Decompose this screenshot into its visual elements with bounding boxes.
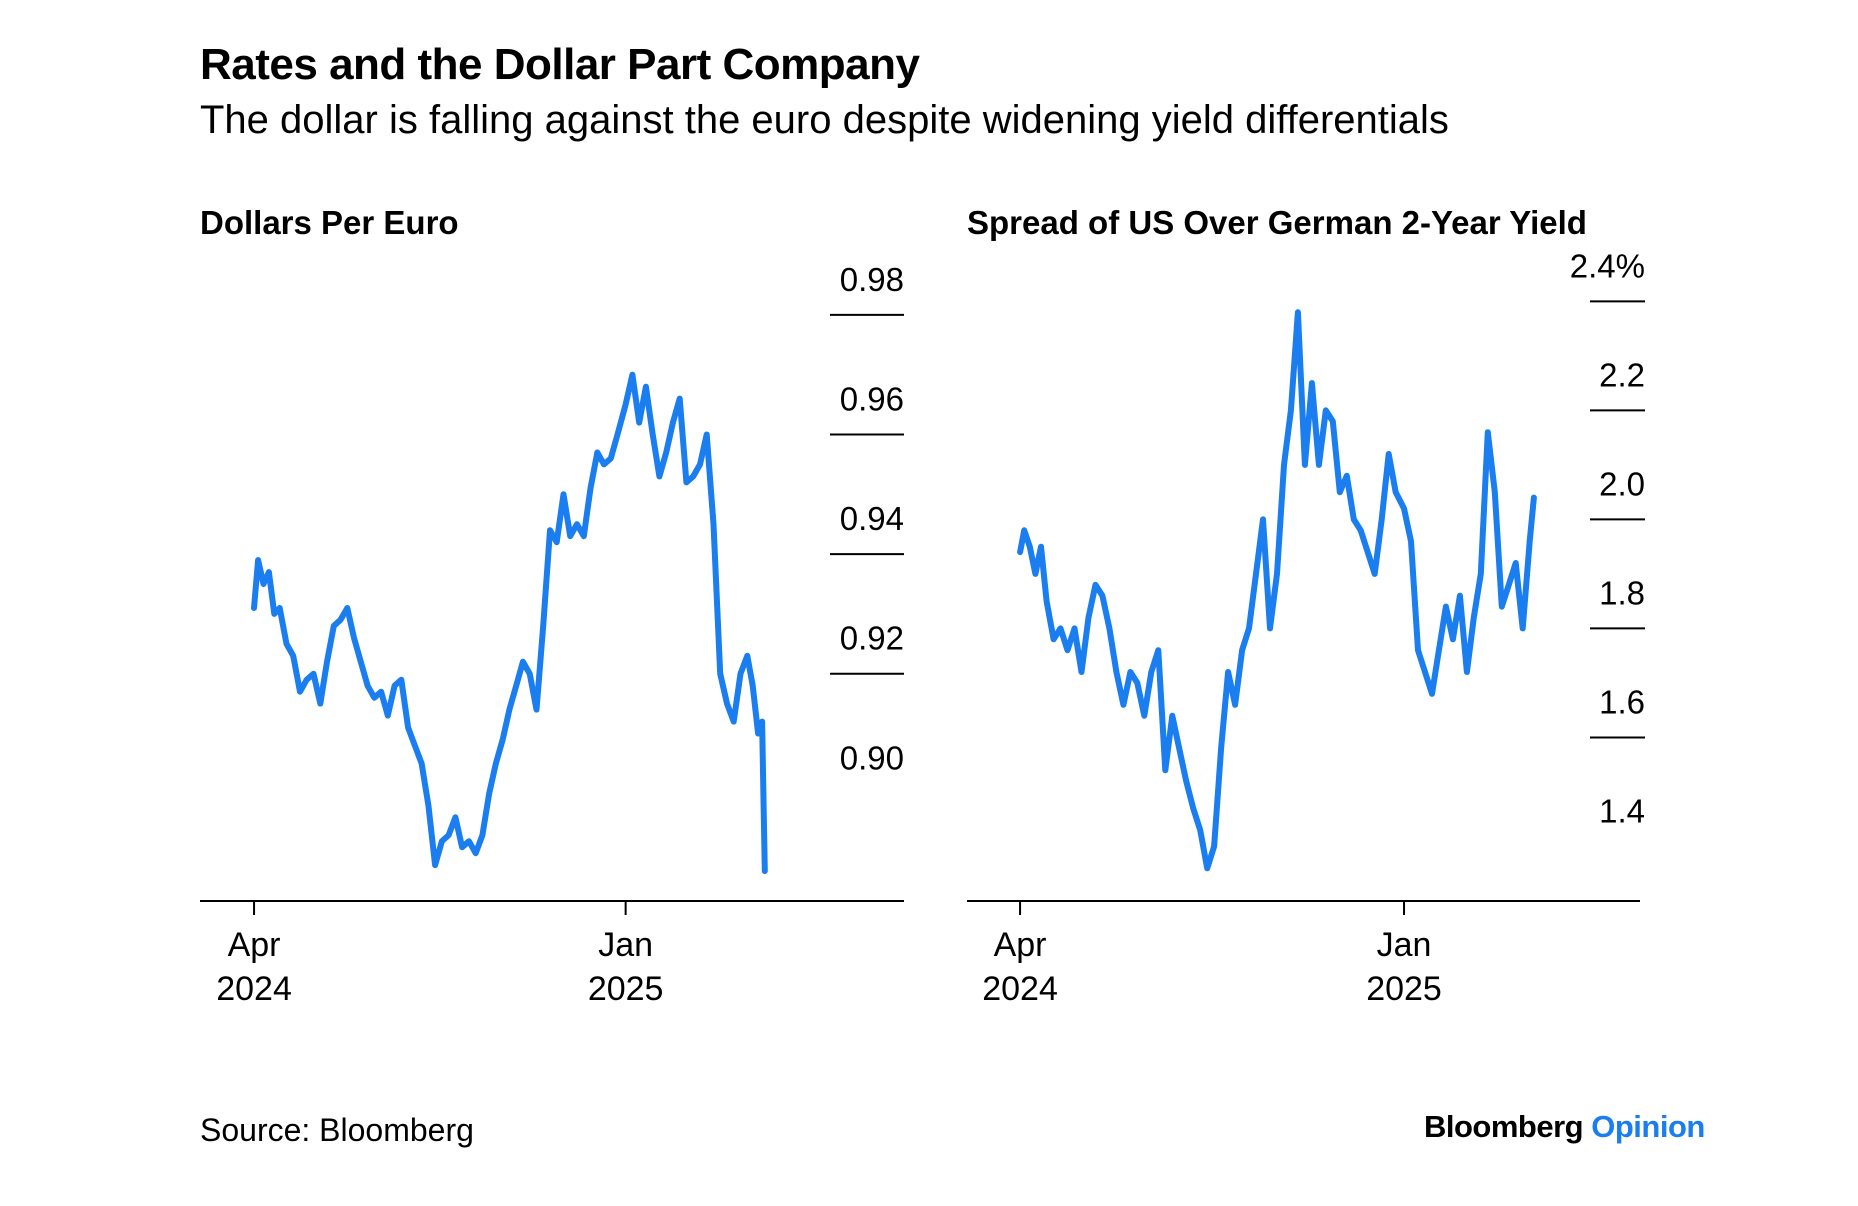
x-tick-label: 2024 [982,970,1058,1008]
chart-subtitle: The dollar is falling against the euro d… [200,98,1449,142]
chart-title: Rates and the Dollar Part Company [200,40,920,89]
source-note: Source: Bloomberg [200,1112,474,1148]
y-tick-label: 0.92 [840,620,904,657]
y-tick-label: 2.2 [1599,356,1645,393]
dollars-per-euro-chart: 0.98 0.96 0.94 0.92 0.90 Apr 2024 Jan 2025 [200,261,904,1008]
x-tick-label: Apr [994,926,1047,964]
series-line [1017,309,1537,872]
y-tick-label: 1.8 [1599,574,1645,611]
y-tick-label: 0.94 [840,500,904,537]
x-tick-label: 2025 [588,970,664,1008]
x-tick-label: 2025 [1366,970,1442,1008]
y-tick-label: 1.4 [1599,792,1645,829]
brand-name: Bloomberg [1424,1109,1584,1144]
left-panel-title: Dollars Per Euro [200,204,459,241]
y-tick-label: 0.96 [840,381,904,418]
yield-spread-chart: 2.4% 2.2 2.0 1.8 1.6 1.4 Apr 2024 Jan 2025 [967,247,1645,1008]
y-tick-label: 2.4% [1570,247,1645,284]
x-tick-label: Jan [598,926,653,964]
series-line [251,371,768,875]
y-tick-label: 0.98 [840,261,904,298]
brand-suffix: Opinion [1591,1109,1705,1144]
right-panel-title: Spread of US Over German 2-Year Yield [967,204,1587,241]
x-tick-label: Apr [228,926,281,964]
y-tick-label: 0.90 [840,739,904,776]
y-tick-label: 2.0 [1599,465,1645,502]
x-tick-label: 2024 [216,970,292,1008]
bloomberg-opinion-logo: Bloomberg Opinion [1424,1109,1705,1145]
y-tick-label: 1.6 [1599,683,1645,720]
x-tick-label: Jan [1377,926,1432,964]
